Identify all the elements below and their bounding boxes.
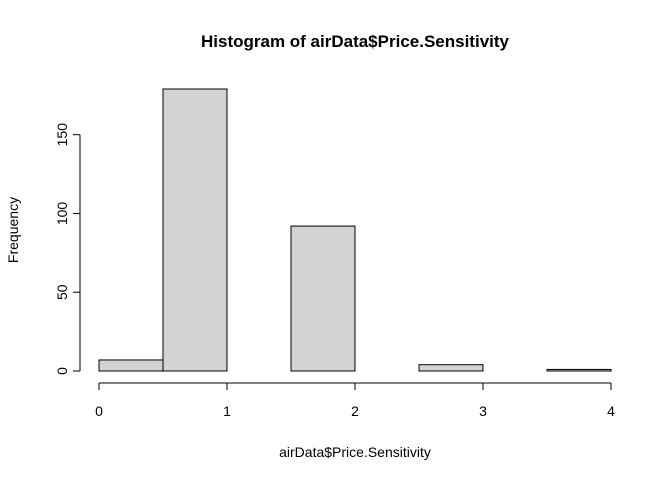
x-axis-label: airData$Price.Sensitivity — [279, 444, 431, 460]
x-tick-label: 0 — [95, 403, 103, 419]
x-tick-label: 1 — [223, 403, 231, 419]
histogram-bar-8 — [546, 368, 612, 372]
y-axis-label: Frequency — [5, 197, 21, 263]
y-tick-label: 50 — [54, 284, 70, 300]
y-tick-label: 0 — [54, 367, 70, 375]
x-tick-label: 3 — [479, 403, 487, 419]
x-tick-label: 2 — [351, 403, 359, 419]
x-tick-label: 4 — [607, 403, 615, 419]
histogram-bar-4 — [290, 225, 356, 372]
chart-title: Histogram of airData$Price.Sensitivity — [201, 32, 510, 51]
x-axis: 0 1 2 3 4 — [95, 382, 615, 419]
histogram-bar-2 — [162, 88, 228, 372]
histogram-bar-6 — [418, 364, 484, 372]
y-tick-label: 150 — [54, 123, 70, 147]
y-axis: 0 50 100 150 — [54, 123, 81, 375]
y-tick-label: 100 — [54, 202, 70, 226]
bars-group — [98, 88, 612, 372]
histogram-bar-1 — [98, 359, 164, 372]
